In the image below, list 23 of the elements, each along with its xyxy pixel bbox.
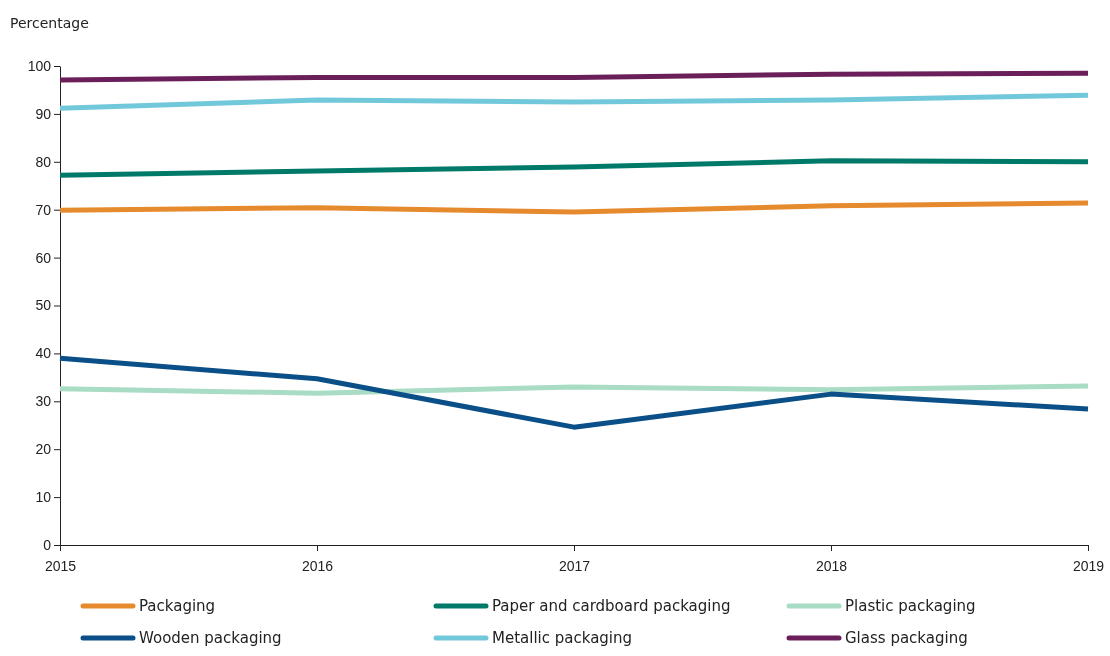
y-tick-label: 40 <box>35 345 52 362</box>
x-tick-label: 2018 <box>815 557 848 574</box>
y-axis-title: Percentage <box>10 15 89 31</box>
y-tick-label: 100 <box>27 57 52 74</box>
y-tick-label: 90 <box>35 105 52 122</box>
legend-label: Plastic packaging <box>845 597 976 615</box>
y-tick-label: 80 <box>35 153 52 170</box>
y-tick-label: 30 <box>35 393 52 410</box>
x-tick-label: 2019 <box>1072 557 1105 574</box>
legend-label: Metallic packaging <box>492 629 633 647</box>
y-tick-label: 50 <box>35 297 52 314</box>
legend-label: Glass packaging <box>845 629 968 647</box>
x-tick-label: 2017 <box>558 557 591 574</box>
x-tick-label: 2016 <box>301 557 334 574</box>
y-tick-label: 70 <box>35 201 52 218</box>
legend-label: Packaging <box>139 597 216 615</box>
y-tick-label: 60 <box>35 249 52 266</box>
y-tick-label: 0 <box>43 536 52 553</box>
legend-label: Paper and cardboard packaging <box>492 597 731 615</box>
x-tick-label: 2015 <box>44 557 77 574</box>
y-tick-label: 10 <box>35 489 52 506</box>
legend-label: Wooden packaging <box>139 629 282 647</box>
y-tick-label: 20 <box>35 441 52 458</box>
